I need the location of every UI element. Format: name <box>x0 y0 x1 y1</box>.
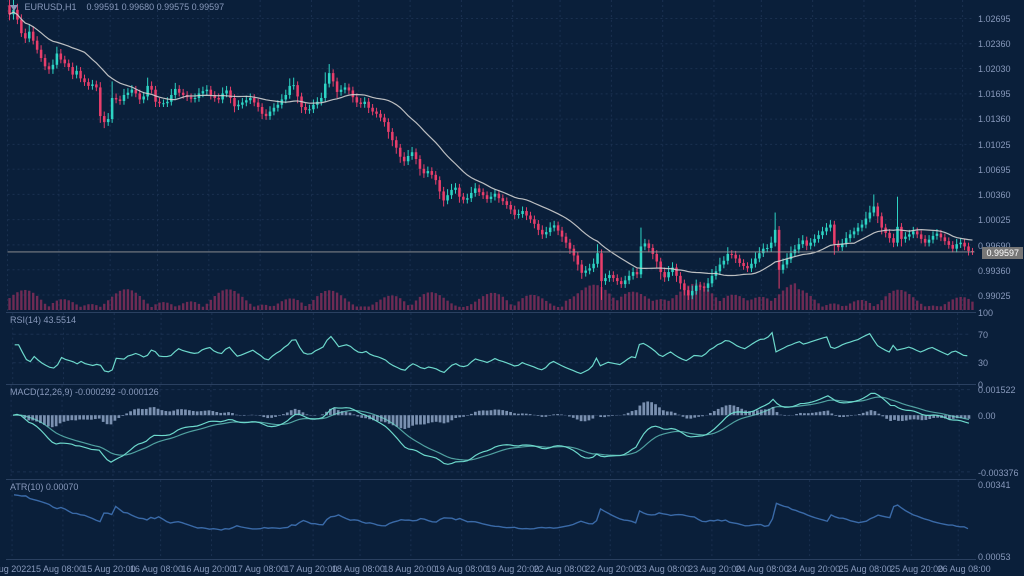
time-label: 15 Aug 20:00 <box>82 564 135 574</box>
time-label: 23 Aug 20:00 <box>688 564 741 574</box>
macd-panel[interactable]: MACD(12,26,9) -0.000292 -0.000126 -0.003… <box>6 385 976 480</box>
time-label: 12 Aug 2022 <box>0 564 31 574</box>
rsi-title: RSI(14) 43.5514 <box>10 315 76 325</box>
time-label: 18 Aug 20:00 <box>383 564 436 574</box>
time-label: 18 Aug 08:00 <box>332 564 385 574</box>
time-label: 25 Aug 08:00 <box>839 564 892 574</box>
time-label: 25 Aug 20:00 <box>890 564 943 574</box>
symbol-name: EURUSD,H1 <box>25 2 77 12</box>
atr-title: ATR(10) 0.00070 <box>10 482 78 492</box>
rsi-panel[interactable]: RSI(14) 43.5514 30701000 <box>6 313 976 385</box>
time-label: 19 Aug 08:00 <box>435 564 488 574</box>
symbol-header: EURUSD,H1 0.99591 0.99680 0.99575 0.9959… <box>10 2 224 12</box>
time-label: 23 Aug 08:00 <box>637 564 690 574</box>
ohlc-values: 0.99591 0.99680 0.99575 0.99597 <box>87 2 225 12</box>
time-label: 15 Aug 08:00 <box>31 564 84 574</box>
time-label: 19 Aug 20:00 <box>486 564 539 574</box>
dropdown-icon[interactable] <box>10 5 18 11</box>
macd-canvas <box>6 385 976 479</box>
time-label: 22 Aug 08:00 <box>534 564 587 574</box>
time-label: 16 Aug 20:00 <box>181 564 234 574</box>
time-label: 26 Aug 08:00 <box>938 564 991 574</box>
time-label: 24 Aug 08:00 <box>736 564 789 574</box>
atr-canvas <box>6 480 976 559</box>
rsi-canvas <box>6 313 976 384</box>
time-label: 16 Aug 08:00 <box>130 564 183 574</box>
time-label: 17 Aug 08:00 <box>233 564 286 574</box>
atr-panel[interactable]: ATR(10) 0.00070 0.000530.00341 <box>6 480 976 560</box>
time-axis: 12 Aug 202215 Aug 08:0015 Aug 20:0016 Au… <box>6 560 976 574</box>
price-panel[interactable]: EURUSD,H1 0.99591 0.99680 0.99575 0.9959… <box>6 0 976 313</box>
time-label: 22 Aug 20:00 <box>585 564 638 574</box>
trading-chart[interactable]: EURUSD,H1 0.99591 0.99680 0.99575 0.9959… <box>0 0 1024 576</box>
macd-title: MACD(12,26,9) -0.000292 -0.000126 <box>10 387 159 397</box>
price-canvas <box>6 0 976 312</box>
time-label: 17 Aug 20:00 <box>284 564 337 574</box>
time-label: 24 Aug 20:00 <box>787 564 840 574</box>
